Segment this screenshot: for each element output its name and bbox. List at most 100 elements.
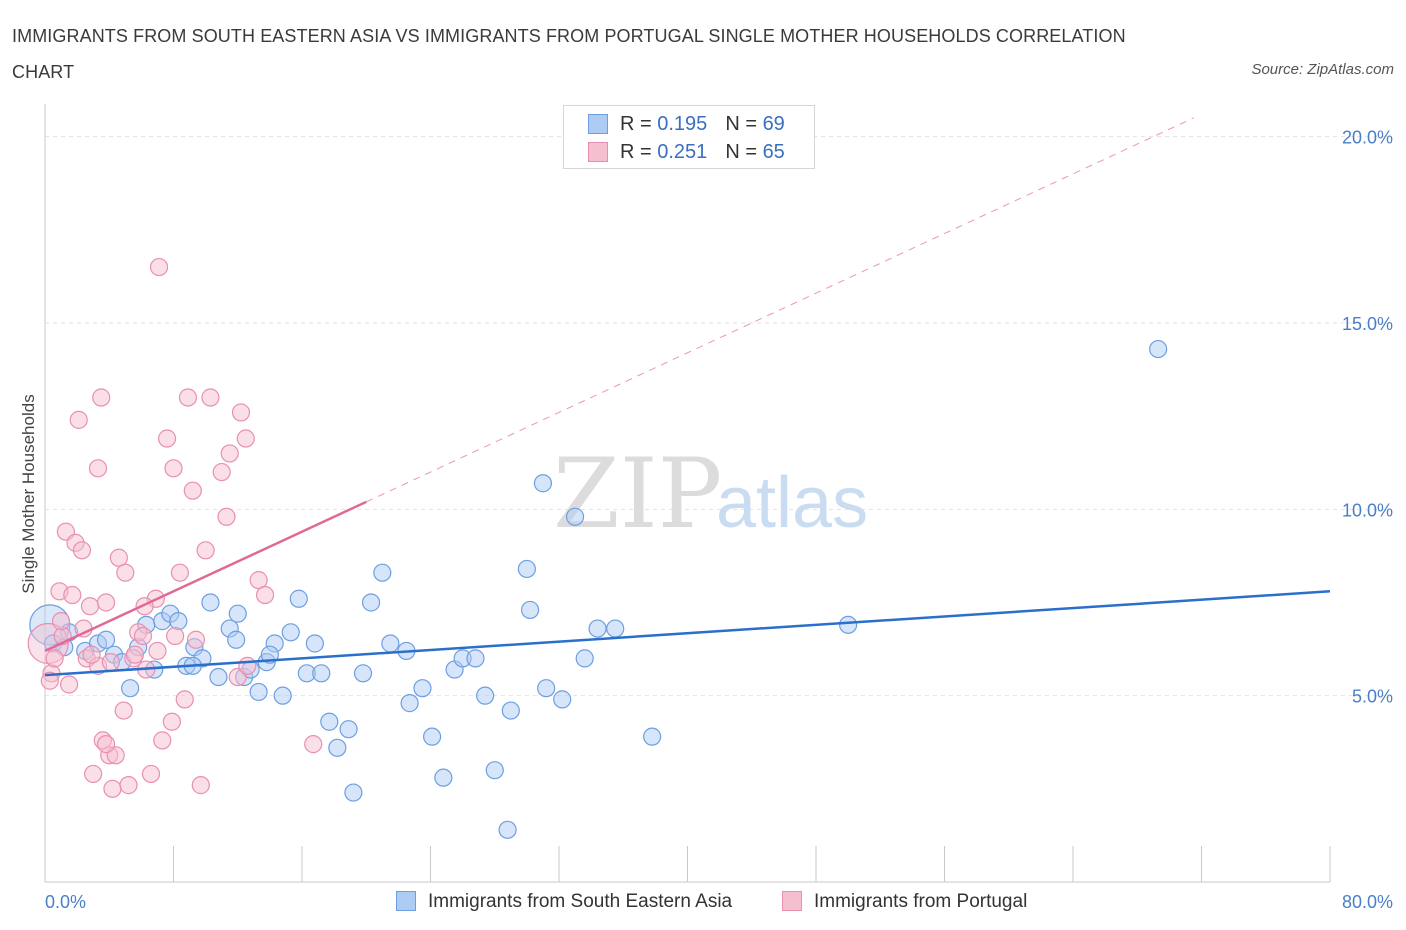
x-tick-label: 80.0% [1342, 892, 1393, 912]
legend-item-portugal: Immigrants from Portugal [782, 889, 1027, 915]
legend-swatch-blue [396, 891, 416, 911]
data-point [149, 257, 169, 277]
data-point [238, 656, 257, 675]
legend-label-south-eastern-asia: Immigrants from South Eastern Asia [428, 891, 733, 912]
legend-swatch-pink [588, 142, 608, 162]
y-tick-label: 15.0% [1342, 314, 1393, 334]
data-point [92, 388, 111, 407]
watermark-atlas: atlas [716, 463, 868, 543]
legend-r-label: R = [620, 113, 652, 135]
data-point [236, 429, 255, 448]
legend-swatch-pink [782, 891, 802, 911]
data-point [103, 779, 122, 798]
legend-item-south-eastern-asia: Immigrants from South Eastern Asia [396, 889, 732, 915]
data-point [212, 462, 231, 482]
data-point [119, 776, 138, 795]
legend-label-portugal: Immigrants from Portugal [814, 891, 1028, 912]
data-point [201, 388, 220, 407]
tick-labels: 5.0% 10.0% 15.0% 20.0% 0.0% 80.0% [45, 128, 1393, 912]
data-point [153, 731, 172, 750]
data-point [373, 563, 392, 582]
legend-r-label: R = [620, 141, 652, 163]
data-point [249, 682, 268, 702]
data-point [186, 630, 206, 649]
data-point [575, 649, 594, 668]
data-point [217, 507, 236, 526]
data-point [466, 649, 485, 668]
data-point [281, 623, 300, 642]
legend-row-pink: R = 0.251 N = 65 [588, 139, 785, 165]
data-point [517, 559, 536, 579]
data-point [162, 712, 181, 731]
data-point [141, 764, 161, 784]
data-point [220, 444, 239, 463]
data-point [133, 626, 153, 646]
data-point [59, 675, 79, 694]
legend-row-blue: R = 0.195 N = 69 [588, 111, 785, 137]
data-point [169, 612, 188, 631]
data-point [72, 541, 92, 560]
data-point [96, 735, 116, 754]
data-point [434, 768, 453, 787]
x-tick-label: 0.0% [45, 892, 86, 912]
data-point [209, 667, 228, 687]
legend-swatch-blue [588, 114, 608, 134]
data-point [606, 619, 625, 638]
legend-n-value-blue: 69 [762, 113, 785, 135]
data-point [643, 727, 662, 746]
data-point [339, 720, 358, 739]
series-legend: Immigrants from South Eastern Asia Immig… [0, 889, 1406, 915]
data-point [227, 630, 246, 649]
y-tick-label: 20.0% [1342, 128, 1393, 148]
data-point [231, 403, 251, 422]
data-point [381, 634, 400, 653]
data-point [501, 701, 520, 720]
data-point [148, 641, 167, 661]
data-point [520, 600, 540, 620]
data-point [537, 679, 556, 698]
data-point [69, 410, 88, 429]
data-point [88, 459, 108, 478]
trendline-portugal-extension [366, 117, 1194, 503]
legend-n-label: N = [725, 113, 757, 135]
data-point [304, 735, 323, 754]
data-point [201, 593, 220, 612]
data-point [289, 589, 308, 608]
legend-r-value-pink: 0.251 [657, 141, 708, 163]
data-point [413, 679, 432, 698]
source-label: Source: ZipAtlas.com [1251, 61, 1394, 78]
legend-r-value-blue: 0.195 [657, 113, 708, 135]
y-tick-label: 10.0% [1342, 500, 1393, 520]
data-point [533, 474, 553, 493]
data-point [328, 738, 347, 757]
data-point [157, 429, 177, 448]
data-point [170, 563, 190, 582]
legend-n-label: N = [725, 141, 757, 163]
trendline-portugal [44, 500, 367, 653]
data-point [344, 783, 363, 802]
data-point [116, 563, 135, 582]
data-point [40, 671, 59, 690]
series-south-eastern-asia [29, 339, 1168, 839]
data-point [423, 727, 442, 746]
y-axis-title: Single Mother Households [19, 394, 38, 593]
data-point [553, 690, 572, 709]
trendlines [44, 117, 1331, 677]
data-point [588, 619, 607, 638]
data-point [361, 593, 381, 612]
data-point [164, 459, 183, 478]
data-point [353, 664, 373, 683]
data-point [476, 686, 495, 705]
axes [44, 104, 1331, 883]
data-point [166, 626, 185, 646]
data-point [121, 679, 140, 698]
series-portugal [27, 257, 323, 798]
data-point [82, 645, 101, 664]
watermark-zip: ZIP [553, 438, 722, 550]
data-point [45, 649, 64, 668]
data-point [114, 701, 133, 720]
data-point [51, 612, 71, 631]
data-point [96, 593, 116, 612]
data-point [255, 585, 275, 605]
